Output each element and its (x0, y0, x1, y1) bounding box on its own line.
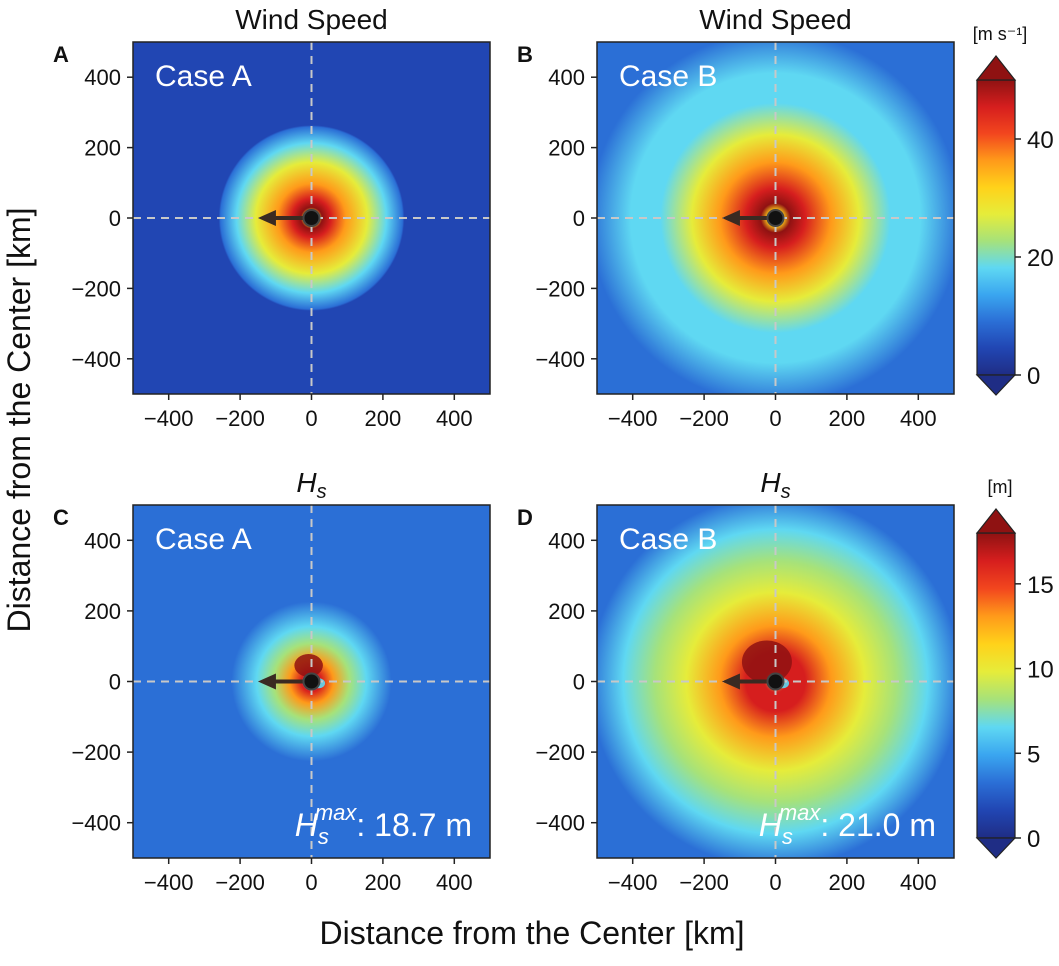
case-label: Case B (619, 523, 717, 556)
case-label: Case A (155, 60, 252, 93)
y-tick-label: −400 (71, 811, 121, 836)
x-tick-label: −200 (215, 406, 265, 431)
x-tick-label: −400 (144, 406, 194, 431)
x-tick-label: 200 (829, 870, 866, 895)
colorbar-tick-label: 0 (1027, 826, 1040, 853)
x-tick-label: −200 (679, 406, 729, 431)
x-tick-label: 400 (900, 870, 937, 895)
storm-motion-arrowhead (721, 210, 740, 226)
panel-letter: B (517, 42, 533, 67)
y-tick-label: 200 (84, 136, 121, 161)
colorbar-tick-label: 15 (1027, 572, 1054, 599)
colorbar-extend-min (975, 374, 1017, 396)
colorbar-wind: 0 20 40 [m s⁻¹] (973, 24, 1054, 396)
x-tick-label: 0 (769, 870, 781, 895)
y-tick-label: 400 (548, 528, 585, 553)
panel-title: Wind Speed (699, 4, 852, 35)
y-tick-label: 400 (548, 65, 585, 90)
panel-title: Hs (760, 467, 790, 503)
colorbar-tick-label: 40 (1027, 127, 1054, 154)
colorbar-unit-label: [m s⁻¹] (973, 24, 1028, 44)
y-tick-label: −200 (535, 276, 585, 301)
colorbar-tick-label: 20 (1027, 245, 1054, 272)
colorbar-extend-max (975, 508, 1017, 534)
y-tick-label: 0 (573, 670, 585, 695)
shared-x-axis-label: Distance from the Center [km] (319, 915, 744, 951)
panel-letter: C (53, 505, 69, 530)
storm-center-marker (302, 209, 321, 227)
y-tick-label: 200 (548, 136, 585, 161)
colorbar-body (976, 79, 1016, 376)
colorbar-tick-label: 0 (1027, 363, 1040, 390)
y-tick-label: −400 (71, 347, 121, 372)
panel-A: −400 −200 0 200 400 400 200 0 −200 −400 Wind Speed… (53, 4, 491, 431)
panel-title: Hs (296, 467, 326, 503)
storm-center-marker (766, 209, 785, 227)
hs-peak-lobe (741, 640, 792, 684)
panel-letter: A (53, 42, 69, 67)
storm-motion-arrowhead (721, 673, 740, 690)
x-tick-label: 200 (365, 406, 402, 431)
y-tick-label: 0 (109, 670, 121, 695)
x-tick-label: −400 (144, 870, 194, 895)
panel-title: Wind Speed (235, 4, 388, 35)
x-tick-label: −200 (215, 870, 265, 895)
x-tick-label: 0 (769, 406, 781, 431)
colorbar-unit-label: [m] (988, 477, 1013, 497)
panel-B: −400 −200 0 200 400 400 200 0 −200 −400 Wind Speed… (517, 4, 955, 431)
x-tick-label: 0 (305, 406, 317, 431)
colorbar-hs: 0 5 10 15 [m] (975, 477, 1054, 859)
y-tick-label: −200 (71, 740, 121, 765)
case-label: Case A (155, 523, 252, 556)
storm-motion-arrowhead (257, 673, 276, 690)
x-tick-label: 200 (829, 406, 866, 431)
y-tick-label: 200 (84, 599, 121, 624)
y-tick-label: 200 (548, 599, 585, 624)
y-tick-label: 400 (84, 65, 121, 90)
y-tick-label: 400 (84, 528, 121, 553)
x-tick-label: 200 (365, 870, 402, 895)
shared-y-axis-label: Distance from the Center [km] (1, 207, 37, 632)
hs-max-annotation: Hsmax: 18.7 m (295, 800, 472, 849)
panel-C: −400 −200 0 200 400 400 200 0 −200 −400 Hs C Case A H… (53, 467, 491, 895)
x-tick-label: 0 (305, 870, 317, 895)
x-tick-label: −200 (679, 870, 729, 895)
x-tick-label: 400 (436, 870, 473, 895)
y-tick-label: 0 (573, 206, 585, 231)
x-tick-label: −400 (608, 406, 658, 431)
y-tick-label: 0 (109, 206, 121, 231)
colorbar-body (976, 532, 1016, 839)
case-label: Case B (619, 60, 717, 93)
y-tick-label: −200 (71, 276, 121, 301)
y-tick-label: −400 (535, 347, 585, 372)
hs-peak-lobe (294, 654, 323, 677)
storm-center-marker (766, 672, 785, 691)
colorbar-extend-max (975, 55, 1017, 81)
storm-motion-arrowhead (257, 210, 276, 226)
storm-center-marker (302, 672, 321, 691)
x-tick-label: −400 (608, 870, 658, 895)
x-tick-label: 400 (436, 406, 473, 431)
panel-letter: D (517, 505, 533, 530)
x-tick-label: 400 (900, 406, 937, 431)
colorbar-tick-label: 5 (1027, 741, 1040, 768)
hs-max-annotation: Hsmax: 21.0 m (759, 800, 936, 849)
colorbar-extend-min (975, 837, 1017, 859)
y-tick-label: −200 (535, 740, 585, 765)
panel-D: −400 −200 0 200 400 400 200 0 −200 −400 Hs D Case B H… (517, 467, 955, 895)
colorbar-tick-label: 10 (1027, 657, 1054, 684)
y-tick-label: −400 (535, 811, 585, 836)
